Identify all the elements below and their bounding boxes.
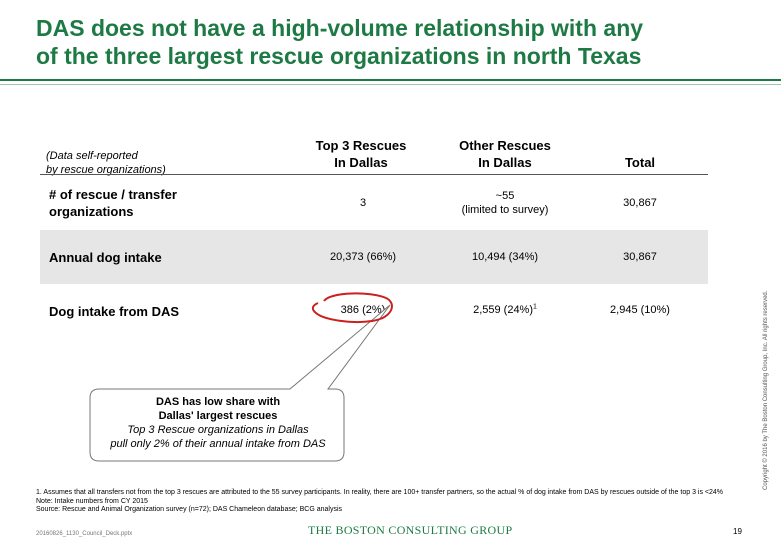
cell-other-line-1: ~55	[495, 190, 515, 202]
column-header-line-1: Top 3 Rescues	[315, 138, 407, 153]
cell-other-value: 2,559 (24%)	[473, 304, 534, 316]
bcg-logo: THE BOSTON CONSULTING GROUP	[308, 523, 513, 537]
column-header-total: Total	[580, 154, 700, 171]
callout-body-line-1: Top 3 Rescue organizations in Dallas	[127, 424, 309, 436]
footnote-source: Source: Rescue and Animal Organization s…	[36, 506, 343, 513]
cell-other: 10,494 (34%)	[471, 251, 539, 263]
cell-total: 30,867	[623, 197, 657, 209]
callout-headline-line-1: DAS has low share with	[155, 396, 281, 408]
table-row-dog-intake-from-das: Dog intake from DAS 386 (2%) 2,559 (24%)…	[40, 284, 708, 336]
column-header-other-rescues: Other Rescues In Dallas	[440, 137, 570, 171]
row-label: Dog intake from DAS	[49, 304, 180, 319]
file-name: 20160826_1130_Council_Deck.pptx	[36, 531, 133, 537]
footnotes: 1. Assumes that all transfers not from t…	[36, 489, 736, 515]
table-row-annual-dog-intake: Annual dog intake 20,373 (66%) 10,494 (3…	[40, 230, 708, 284]
column-header-line-1: Other Rescues	[459, 138, 551, 153]
table-data-note: (Data self-reported by rescue organizati…	[46, 149, 246, 177]
footnote-marker: 1	[533, 303, 537, 311]
copyright-notice: Copyright © 2016 by The Boston Consultin…	[763, 290, 769, 490]
table-header-divider	[40, 174, 708, 175]
cell-other: ~55 (limited to survey)	[440, 189, 570, 217]
column-header-top-3-rescues: Top 3 Rescues In Dallas	[300, 137, 422, 171]
callout-text: DAS has low share with Dallas' largest r…	[93, 395, 343, 451]
cell-other: 2,559 (24%)1	[440, 303, 570, 317]
column-header-line-2: In Dallas	[334, 155, 388, 170]
callout-headline-line-2: Dallas' largest rescues	[158, 410, 278, 422]
cell-top-3: 20,373 (66%)	[329, 251, 397, 263]
cell-top-3: 386 (2%)	[340, 304, 386, 316]
title-divider-thin	[0, 84, 781, 85]
page-number: 19	[733, 527, 742, 536]
row-label: Annual dog intake	[49, 250, 162, 265]
cell-other-line-2: (limited to survey)	[461, 204, 549, 216]
title-divider	[0, 79, 781, 81]
footnote-note: Note: Intake numbers from CY 2015	[36, 497, 148, 505]
data-note-line-1: (Data self-reported	[46, 150, 138, 162]
table-row-rescue-organizations: # of rescue / transfer organizations 3 ~…	[40, 176, 708, 230]
row-label: # of rescue / transfer organizations	[49, 187, 177, 219]
cell-total: 2,945 (10%)	[610, 304, 670, 316]
column-header-line-2: In Dallas	[478, 155, 532, 170]
data-note-line-2: by rescue organizations)	[46, 164, 166, 176]
slide-title: DAS does not have a high-volume relation…	[36, 14, 736, 70]
cell-top-3: 3	[359, 197, 367, 209]
column-header-line-1: Total	[624, 155, 656, 170]
slide-title-line-2: of the three largest rescue organization…	[36, 43, 642, 69]
slide-title-line-1: DAS does not have a high-volume relation…	[36, 15, 644, 41]
footnote-1: 1. Assumes that all transfers not from t…	[36, 489, 724, 496]
callout-body-line-2: pull only 2% of their annual intake from…	[110, 438, 326, 450]
cell-total: 30,867	[623, 251, 657, 263]
